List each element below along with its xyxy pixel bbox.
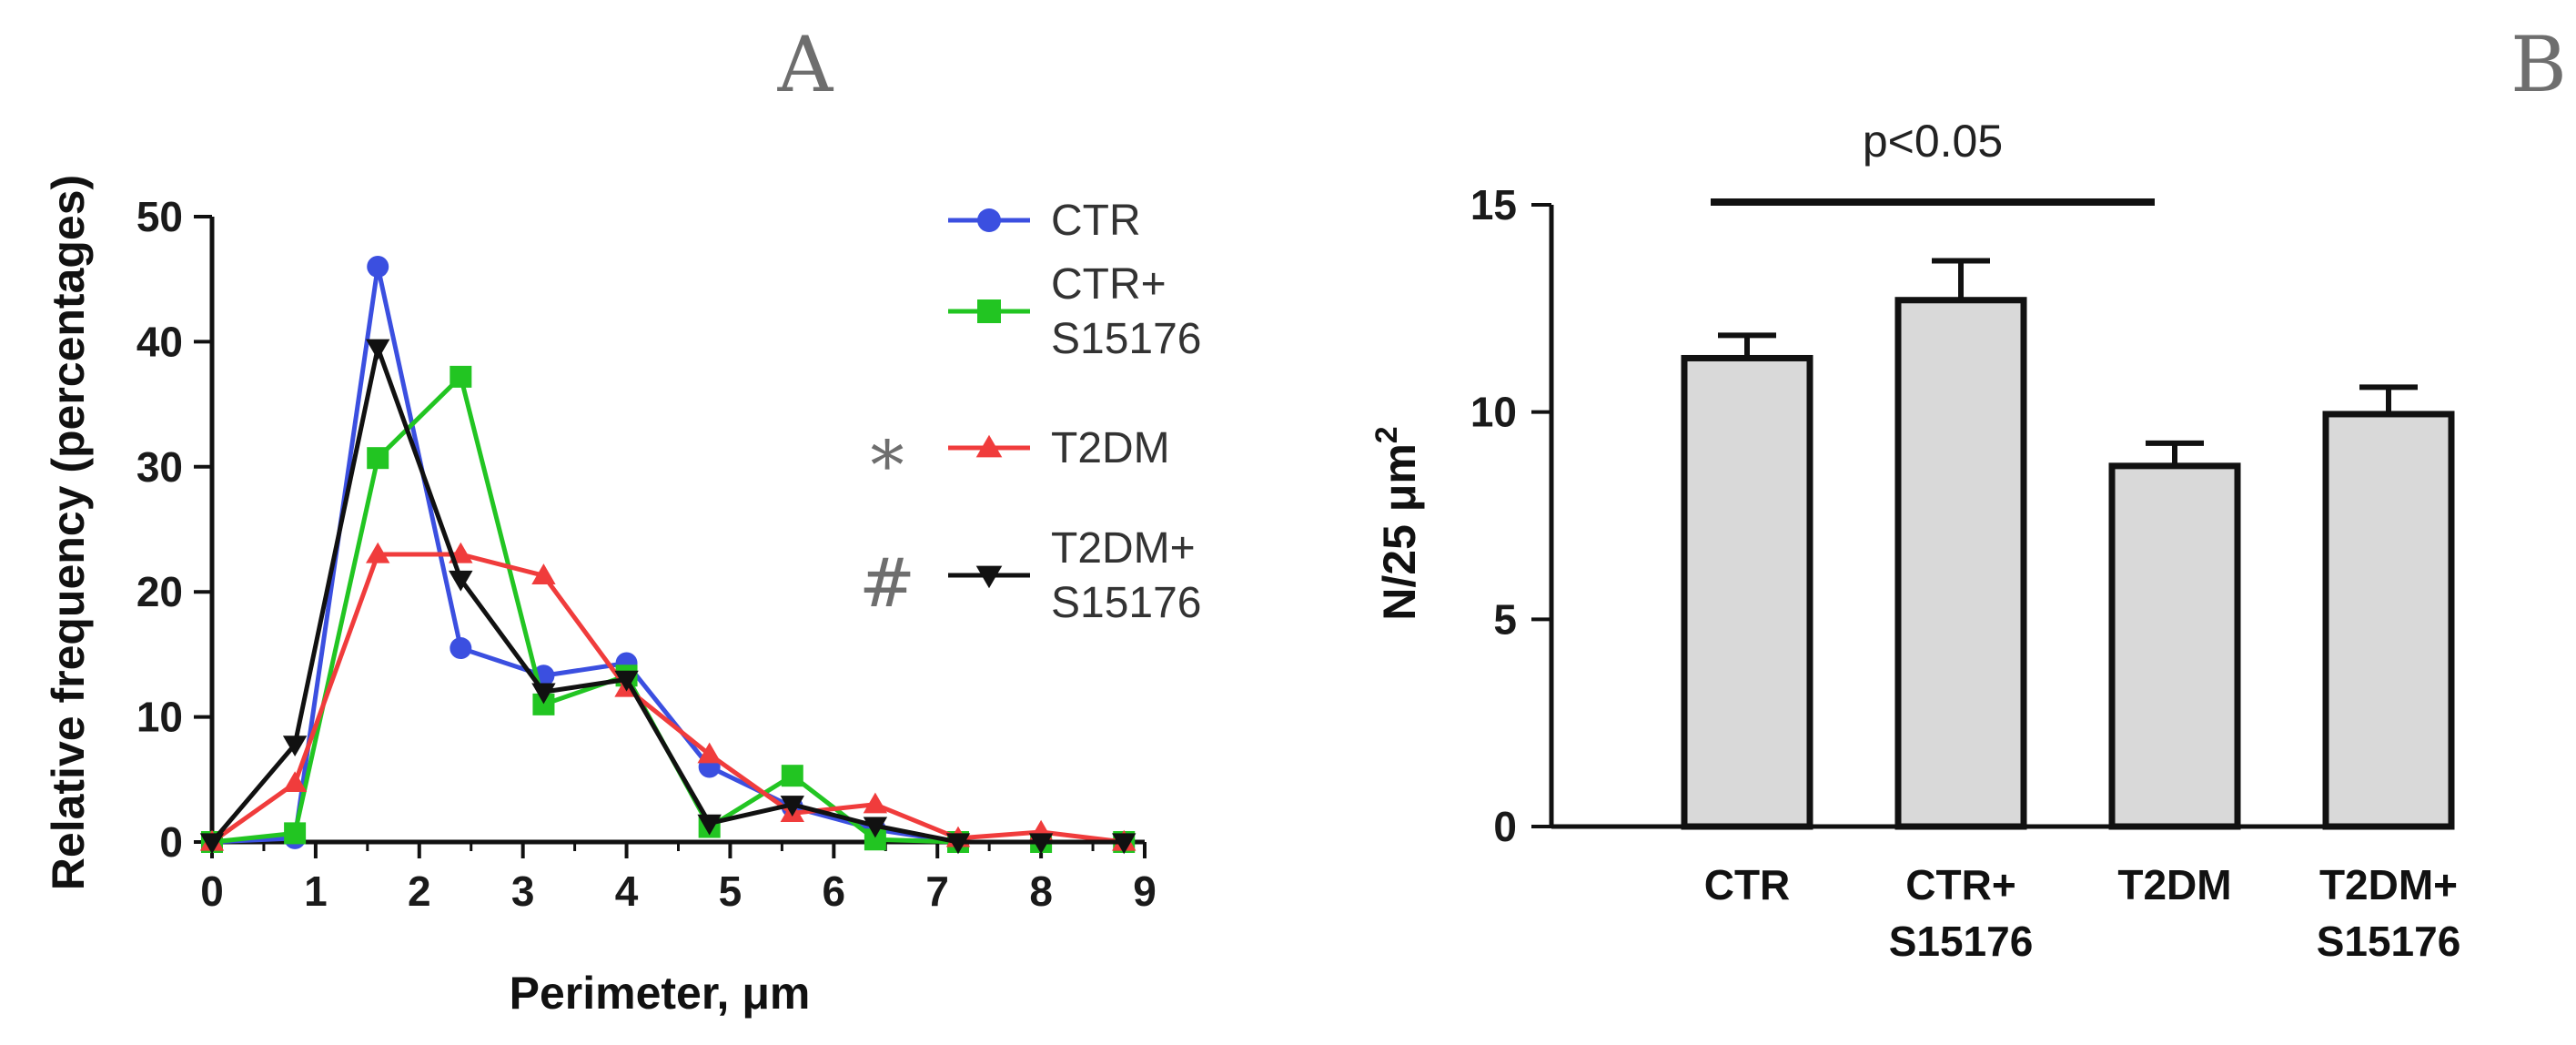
y-tick-label: 20 <box>136 568 183 615</box>
series-line <box>210 345 1125 845</box>
data-point <box>1112 833 1136 855</box>
series-0 <box>201 255 1136 853</box>
bar-chart-density: 0 5 10 15 CTR CTR+ S15176 T2DM T2DM+ S15176 p<0.… <box>1369 116 2460 965</box>
x-tick-label: 3 <box>511 867 535 915</box>
chart-a-series <box>199 255 1136 855</box>
significance-symbol: ∗ <box>864 413 910 492</box>
data-point <box>531 563 556 584</box>
data-point <box>284 822 307 845</box>
bar <box>1894 297 2027 830</box>
legend-entry: T2DM ∗ <box>864 413 1170 492</box>
legend-label: CTR+ S15176 <box>1051 260 1202 363</box>
data-point <box>199 833 225 855</box>
x-tick-label: 6 <box>823 867 846 915</box>
category-label: T2DM <box>2117 861 2231 908</box>
data-point <box>614 670 639 692</box>
significance-symbol: # <box>859 544 915 623</box>
data-point <box>282 736 308 757</box>
y-tick-label: 10 <box>136 694 183 741</box>
x-tick-label: 0 <box>200 867 224 915</box>
data-point <box>863 817 888 838</box>
x-tick-label: 8 <box>1029 867 1053 915</box>
data-point <box>945 833 971 855</box>
legend-label: T2DM+ S15176 <box>1051 524 1202 627</box>
chart-b-bars: CTR CTR+ S15176 T2DM T2DM+ S15176 <box>1681 258 2461 965</box>
legend-marker <box>977 208 1001 232</box>
chart-a-legend: CTR CTR+ S15176 T2DM ∗ T2DM+ S15176 # <box>859 197 1202 627</box>
data-point <box>780 796 804 817</box>
data-point <box>367 447 389 470</box>
panel-label-a: A <box>777 20 834 109</box>
x-axis-label: Perimeter, μm <box>510 968 811 1019</box>
legend-label: CTR <box>1051 197 1141 245</box>
y-tick-label: 40 <box>136 318 183 365</box>
x-tick-label: 7 <box>925 867 949 915</box>
legend-marker <box>977 299 1001 323</box>
panel-label-b: B <box>2510 20 2567 109</box>
legend-entry: CTR+ S15176 <box>948 260 1202 363</box>
y-axis-label-b: N/25 μm2 <box>1369 426 1425 620</box>
data-point <box>697 814 722 836</box>
legend-marker <box>975 434 1003 458</box>
y-tick-label: 5 <box>1493 595 1517 643</box>
bar-group: T2DM <box>2108 440 2241 908</box>
x-tick-label: 5 <box>719 867 742 915</box>
series-line <box>210 552 1125 845</box>
y-tick-label: 50 <box>136 193 183 240</box>
category-label: T2DM+ S15176 <box>2317 861 2461 965</box>
line-chart-perimeter: 0 1 2 3 4 5 6 7 8 9 0 10 20 30 40 50 CTR CTR+ S15176 T2DM ∗… <box>43 175 1202 1019</box>
legend-entry: T2DM+ S15176 # <box>859 524 1202 627</box>
data-point <box>282 771 308 793</box>
significance-bracket: p<0.05 <box>1711 116 2155 206</box>
y-tick-label: 10 <box>1470 389 1517 436</box>
data-point <box>863 792 888 814</box>
x-tick-label: 1 <box>304 867 328 915</box>
bar-group: CTR+ S15176 <box>1889 258 2034 965</box>
data-point <box>367 255 389 278</box>
category-label: CTR <box>1704 861 1791 908</box>
x-tick-label: 2 <box>408 867 431 915</box>
x-tick-label: 4 <box>615 867 639 915</box>
y-tick-label: 15 <box>1470 181 1517 228</box>
data-point <box>1028 833 1054 855</box>
x-tick-label: 9 <box>1133 867 1157 915</box>
y-axis-label: Relative frequency (percentages) <box>43 175 94 890</box>
data-point <box>450 365 472 388</box>
data-point <box>366 339 390 360</box>
legend-label: T2DM <box>1051 424 1170 472</box>
data-point <box>697 742 722 764</box>
y-tick-label: 0 <box>159 818 183 866</box>
category-label: CTR+ S15176 <box>1889 861 2034 965</box>
bar-group: CTR <box>1681 332 1813 908</box>
y-tick-label: 30 <box>136 443 183 491</box>
legend-entry: CTR <box>948 197 1141 245</box>
series-3 <box>199 339 1136 855</box>
data-point <box>531 683 556 705</box>
data-point <box>781 765 803 787</box>
chart-a-ticks: 0 1 2 3 4 5 6 7 8 9 0 10 20 30 40 50 <box>136 193 1157 915</box>
y-tick-label: 0 <box>1493 803 1517 850</box>
series-1 <box>201 365 1136 853</box>
chart-b-ticks: 0 5 10 15 <box>1470 181 1551 850</box>
bar <box>1681 354 1813 830</box>
significance-label: p<0.05 <box>1863 116 2003 167</box>
legend-marker <box>975 565 1003 589</box>
bar <box>2108 462 2241 830</box>
data-point <box>450 637 472 660</box>
data-point <box>449 570 473 592</box>
data-point <box>366 542 390 563</box>
bar <box>2322 411 2455 830</box>
series-2 <box>199 542 1136 851</box>
bar-group: T2DM+ S15176 <box>2317 384 2461 965</box>
